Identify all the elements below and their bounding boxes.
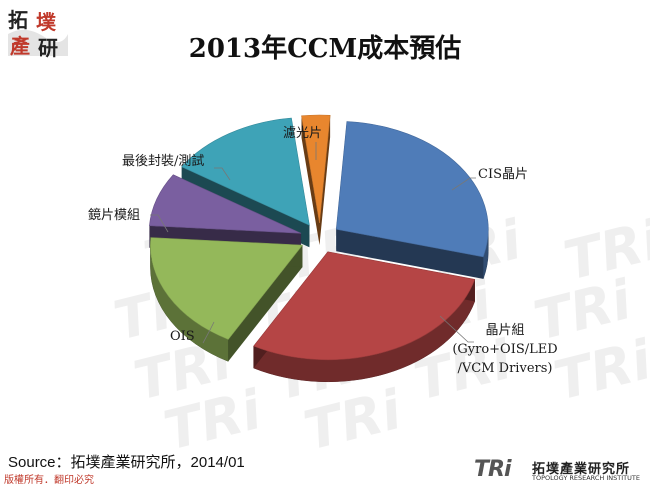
leader-line-ois bbox=[202, 321, 215, 344]
slice-label-packaging: 最後封裝/測試 bbox=[122, 153, 204, 169]
chart-title: 2013年CCM成本預估 bbox=[188, 34, 462, 64]
slice-label-module-line3: /VCM Drivers) bbox=[458, 361, 553, 376]
slice-label-ois: OIS bbox=[170, 329, 195, 344]
pie-slice-filter bbox=[301, 114, 331, 246]
leader-line-module bbox=[439, 315, 474, 343]
tri-logo-chinese: 拓墣產業研究所 bbox=[532, 462, 631, 477]
slice-label-cis: CIS晶片 bbox=[478, 167, 528, 182]
tri-logo-english: TOPOLOGY RESEARCH INSTITUTE bbox=[532, 474, 640, 482]
logo: 拓 墣 產 研 bbox=[6, 4, 70, 60]
leader-line-cis bbox=[451, 177, 476, 191]
leader-line-lens bbox=[150, 214, 169, 233]
copyright-note: 版權所有．翻印必究 bbox=[4, 475, 94, 485]
slice-label-module: 晶片組 bbox=[485, 323, 524, 338]
source-note: Source：拓墣產業研究所，2014/01 bbox=[8, 454, 245, 471]
footer-logo: TRi 拓墣產業研究所 TOPOLOGY RESEARCH INSTITUTE bbox=[474, 457, 644, 483]
logo-char: 研 bbox=[38, 36, 58, 60]
slice-label-filter: 濾光片 bbox=[283, 126, 322, 141]
pie-slice-module bbox=[253, 251, 476, 383]
logo-char: 墣 bbox=[36, 10, 56, 34]
logo-char: 拓 bbox=[8, 8, 28, 32]
slice-label-lens: 鏡片模組 bbox=[88, 208, 140, 223]
tri-logo-mark: TRi bbox=[474, 457, 511, 482]
pie-slice-cis bbox=[335, 121, 489, 279]
slice-label-module-line2: (Gyro+OIS/LED bbox=[452, 342, 557, 357]
logo-char: 產 bbox=[10, 34, 30, 58]
leader-line-packaging bbox=[214, 167, 231, 181]
logo-brush-icon bbox=[8, 29, 68, 56]
